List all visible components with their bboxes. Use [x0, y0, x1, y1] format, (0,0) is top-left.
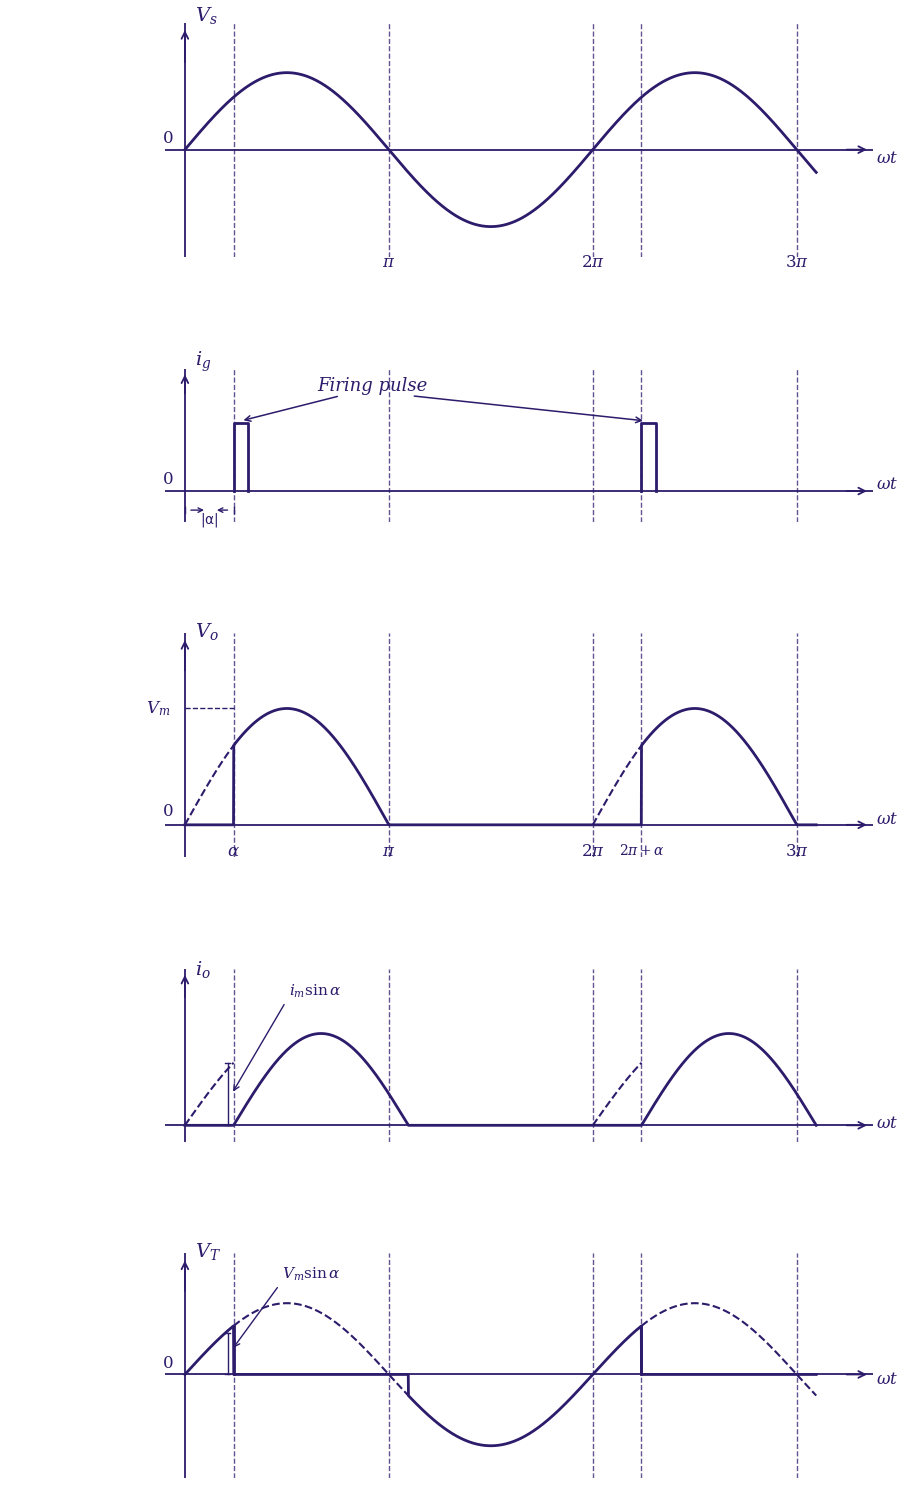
- Text: $3\pi$: $3\pi$: [785, 253, 809, 270]
- Text: $V_o$: $V_o$: [195, 621, 219, 642]
- Text: $\omega t$: $\omega t$: [877, 1371, 899, 1387]
- Text: $V_s$: $V_s$: [195, 6, 217, 27]
- Text: $3\pi$: $3\pi$: [785, 843, 809, 861]
- Text: $\omega t$: $\omega t$: [877, 811, 899, 828]
- Text: 0: 0: [163, 804, 173, 820]
- Text: $2\pi + \alpha$: $2\pi + \alpha$: [618, 843, 664, 858]
- Text: 0: 0: [163, 130, 173, 146]
- Text: $\pi$: $\pi$: [382, 253, 395, 270]
- Text: $\omega t$: $\omega t$: [877, 477, 899, 493]
- Text: Firing pulse: Firing pulse: [317, 377, 427, 395]
- Text: $i_m\sin\alpha$: $i_m\sin\alpha$: [289, 983, 341, 1000]
- Text: $V_T$: $V_T$: [195, 1241, 221, 1262]
- Text: 0: 0: [163, 472, 173, 489]
- Text: $2\pi$: $2\pi$: [581, 843, 605, 861]
- Text: $\pi$: $\pi$: [382, 843, 395, 861]
- Text: $V_m$: $V_m$: [146, 700, 171, 718]
- Text: $2\pi$: $2\pi$: [581, 253, 605, 270]
- Text: $\omega t$: $\omega t$: [877, 151, 899, 167]
- Text: $\alpha$: $\alpha$: [227, 843, 240, 861]
- Text: 0: 0: [163, 1354, 173, 1372]
- Text: $i_g$: $i_g$: [195, 350, 211, 374]
- Text: $V_m\sin\alpha$: $V_m\sin\alpha$: [282, 1265, 341, 1283]
- Text: $\omega t$: $\omega t$: [877, 1114, 899, 1131]
- Text: $\mathsf{|\alpha|}$: $\mathsf{|\alpha|}$: [200, 511, 219, 529]
- Text: $i_o$: $i_o$: [195, 959, 210, 980]
